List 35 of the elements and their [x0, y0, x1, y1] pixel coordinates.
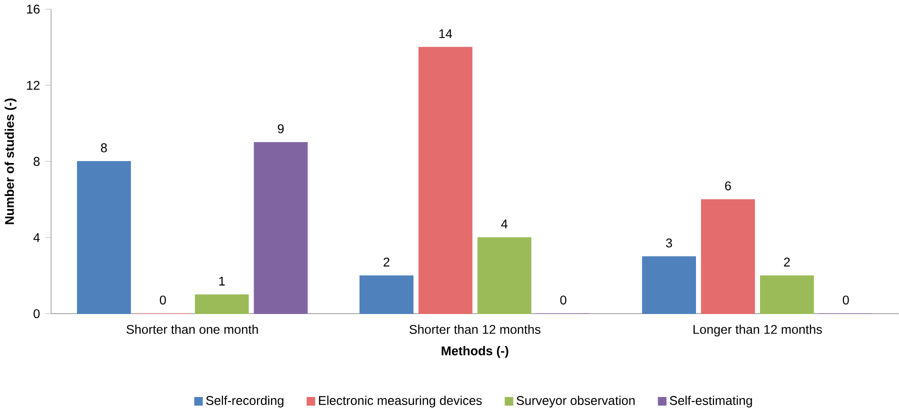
bar — [701, 199, 755, 314]
data-label: 1 — [219, 276, 225, 286]
bar — [760, 276, 814, 314]
y-axis-title: Number of studies (-) — [4, 98, 16, 224]
x-tick-label: Shorter than one month — [126, 324, 258, 334]
data-label: 0 — [160, 296, 166, 305]
bar — [418, 47, 472, 314]
legend-label: Surveyor observation — [516, 396, 635, 408]
bar — [642, 256, 696, 314]
data-label: 9 — [278, 124, 284, 134]
data-label: 3 — [666, 238, 672, 248]
data-label: 14 — [439, 30, 452, 38]
bar — [254, 142, 308, 314]
x-axis-title: Methods (-) — [442, 346, 508, 358]
x-tick-label: Longer than 12 months — [694, 324, 822, 337]
x-tick-label: Shorter than 12 months — [409, 324, 540, 334]
y-tick-label: 16 — [27, 4, 40, 14]
legend-label: Electronic measuring devices — [319, 396, 482, 408]
legend-label: Self-estimating — [670, 396, 752, 408]
data-label: 2 — [784, 258, 790, 267]
y-tick-label: 0 — [34, 309, 40, 318]
data-label: 0 — [842, 296, 849, 305]
data-label: 6 — [725, 182, 731, 191]
y-tick-label: 12 — [27, 81, 40, 90]
bar — [477, 237, 532, 314]
data-label: 4 — [501, 220, 508, 229]
bar — [194, 294, 249, 314]
y-tick-label: 4 — [33, 233, 40, 242]
bar — [77, 161, 131, 314]
bar — [360, 276, 414, 314]
data-label: 2 — [384, 258, 390, 267]
legend-label: Self-recording — [206, 396, 284, 408]
data-label: 0 — [560, 296, 566, 305]
y-tick-label: 8 — [34, 157, 40, 166]
data-label: 8 — [100, 144, 107, 152]
